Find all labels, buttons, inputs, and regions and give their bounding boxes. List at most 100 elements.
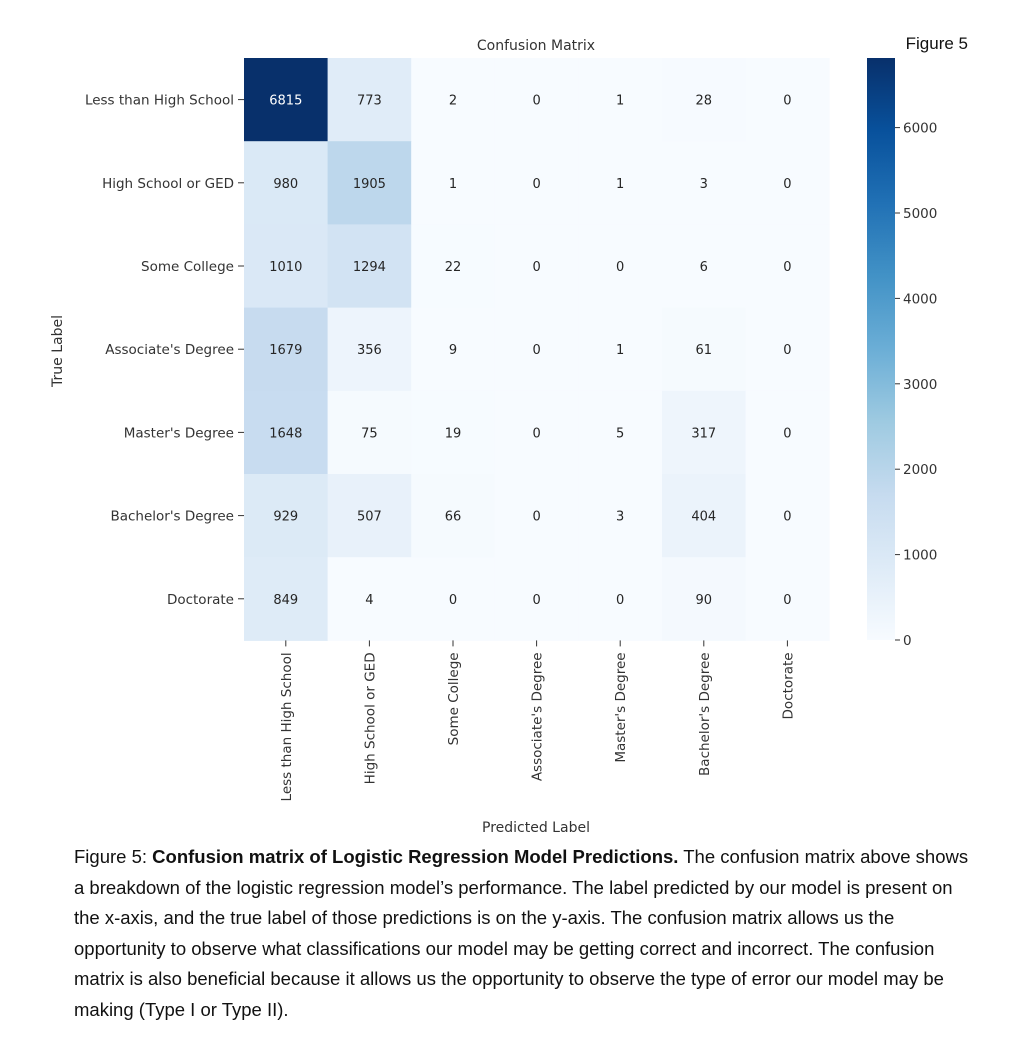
heatmap-cell: [411, 557, 496, 641]
cell-value-label: 0: [449, 593, 457, 608]
cell-value-label: 0: [532, 260, 540, 275]
heatmap-cell: [662, 557, 747, 641]
heatmap-cell: [745, 224, 830, 309]
cell-value-label: 0: [532, 510, 540, 525]
cell-value-label: 1294: [353, 260, 386, 275]
heatmap-cells: [244, 58, 830, 641]
x-tick-label: Less than High School: [279, 652, 295, 801]
x-tick-label: Some College: [446, 652, 462, 745]
heatmap-cell: [494, 224, 579, 309]
cell-value-label: 773: [357, 94, 382, 109]
cell-value-label: 75: [361, 426, 378, 441]
y-tick-label: Less than High School: [85, 93, 234, 109]
colorbar-tick-label: 2000: [903, 462, 937, 478]
x-tick-label: High School or GED: [362, 652, 378, 784]
heatmap-cell: [494, 474, 579, 558]
cell-value-label: 0: [783, 510, 791, 525]
heatmap-cell: [745, 390, 830, 475]
cell-value-label: 404: [691, 510, 716, 525]
y-tick-label: Some College: [141, 259, 234, 275]
y-axis: Less than High School High School or GED S…: [85, 93, 244, 608]
cell-value-label: 0: [532, 94, 540, 109]
cell-value-label: 0: [616, 260, 624, 275]
colorbar-tick-label: 0: [903, 633, 912, 649]
cell-value-label: 1905: [353, 177, 386, 192]
cell-value-label: 6815: [269, 94, 302, 109]
cell-value-label: 2: [449, 94, 457, 109]
cell-value-label: 0: [532, 593, 540, 608]
figure-label: Figure 5: [905, 34, 968, 53]
cell-value-label: 4: [365, 593, 373, 608]
y-tick-label: Master's Degree: [124, 425, 234, 441]
heatmap-cell: [327, 141, 412, 225]
heatmap-cell: [662, 307, 747, 392]
cell-value-label: 507: [357, 510, 382, 525]
cell-value-label: 0: [783, 426, 791, 441]
heatmap-cell: [327, 58, 412, 142]
caption-text: The confusion matrix above shows a break…: [74, 846, 969, 1020]
colorbar-tick-label: 1000: [903, 548, 937, 564]
cell-value-label: 90: [696, 593, 713, 608]
cell-value-label: 0: [532, 343, 540, 358]
cell-value-label: 1: [616, 94, 624, 109]
heatmap-cell: [244, 390, 329, 475]
x-tick-label: Associate's Degree: [530, 652, 546, 781]
cell-value-label: 3: [616, 510, 624, 525]
cell-value-label: 1: [616, 343, 624, 358]
caption-bold: Confusion matrix of Logistic Regression …: [152, 846, 679, 867]
x-axis: Less than High School High School or GED S…: [279, 640, 796, 801]
heatmap-cell: [745, 58, 830, 142]
heatmap-cell: [578, 58, 663, 142]
heatmap-cell: [494, 390, 579, 475]
heatmap-cell: [244, 307, 329, 392]
heatmap-cell: [244, 58, 329, 142]
cell-value-label: 849: [273, 593, 298, 608]
cell-value-label: 28: [696, 94, 713, 109]
cell-value-label: 929: [273, 510, 298, 525]
heatmap-cell: [411, 58, 496, 142]
cell-value-label: 356: [357, 343, 382, 358]
cell-value-label: 1: [449, 177, 457, 192]
heatmap-cell: [578, 390, 663, 475]
cell-value-label: 1010: [269, 260, 302, 275]
x-axis-label: Predicted Label: [482, 820, 590, 836]
cell-value-label: 0: [783, 343, 791, 358]
heatmap-cell: [327, 390, 412, 475]
heatmap-cell: [578, 474, 663, 558]
heatmap-cell: [327, 224, 412, 309]
heatmap-cell: [494, 58, 579, 142]
cell-value-label: 980: [273, 177, 298, 192]
heatmap-cell: [327, 474, 412, 558]
colorbar-ticks: 0 1000 2000 3000 4000 5000 6000: [895, 121, 937, 649]
cell-value-label: 0: [532, 177, 540, 192]
heatmap-cell: [578, 307, 663, 392]
cell-value-label: 1: [616, 177, 624, 192]
heatmap-cell: [745, 474, 830, 558]
cell-value-label: 19: [445, 426, 462, 441]
heatmap-cell: [662, 58, 747, 142]
colorbar: [867, 58, 895, 640]
heatmap-cell: [745, 557, 830, 641]
heatmap-cell: [662, 474, 747, 558]
y-tick-label: High School or GED: [102, 176, 234, 192]
cell-value-label: 0: [783, 177, 791, 192]
heatmap-cell: [244, 141, 329, 225]
chart-title: Confusion Matrix: [477, 38, 595, 54]
heatmap-cell: [745, 141, 830, 225]
heatmap-cell: [662, 224, 747, 309]
cell-value-label: 0: [783, 94, 791, 109]
heatmap-cell: [662, 390, 747, 475]
cell-value-label: 317: [691, 426, 716, 441]
cell-value-label: 9: [449, 343, 457, 358]
heatmap-cell: [327, 307, 412, 392]
colorbar-tick-label: 3000: [903, 377, 937, 393]
cell-value-label: 1679: [269, 343, 302, 358]
heatmap-cell: [494, 141, 579, 225]
x-tick-label: Doctorate: [780, 652, 796, 719]
heatmap-cell: [411, 307, 496, 392]
cell-value-label: 5: [616, 426, 624, 441]
heatmap-cell: [411, 390, 496, 475]
cell-value-label: 61: [696, 343, 713, 358]
caption-prefix: Figure 5:: [74, 846, 153, 867]
